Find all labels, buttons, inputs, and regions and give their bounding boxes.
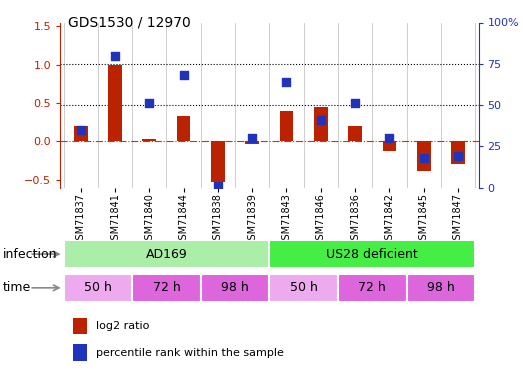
Text: 50 h: 50 h xyxy=(84,281,112,294)
Point xyxy=(248,135,256,141)
Point xyxy=(76,127,85,133)
Bar xyxy=(382,141,396,151)
Bar xyxy=(338,274,406,302)
Bar xyxy=(417,141,430,171)
Point xyxy=(351,100,359,106)
Text: infection: infection xyxy=(3,248,57,261)
Bar xyxy=(314,107,327,141)
Text: AD169: AD169 xyxy=(145,248,187,261)
Text: percentile rank within the sample: percentile rank within the sample xyxy=(96,348,283,358)
Bar xyxy=(73,318,87,334)
Point xyxy=(145,100,153,106)
Bar xyxy=(280,111,293,141)
Point xyxy=(385,135,394,141)
Bar xyxy=(269,240,475,268)
Bar xyxy=(64,274,132,302)
Bar xyxy=(269,274,338,302)
Text: GDS1530 / 12970: GDS1530 / 12970 xyxy=(68,15,191,29)
Bar xyxy=(142,139,156,141)
Text: log2 ratio: log2 ratio xyxy=(96,321,149,332)
Point xyxy=(111,53,119,58)
Text: 72 h: 72 h xyxy=(153,281,180,294)
Point xyxy=(214,183,222,189)
Bar xyxy=(348,126,362,141)
Point xyxy=(316,117,325,123)
Text: US28 deficient: US28 deficient xyxy=(326,248,418,261)
Bar xyxy=(201,274,269,302)
Bar xyxy=(245,141,259,144)
Bar xyxy=(406,274,475,302)
Text: 98 h: 98 h xyxy=(221,281,249,294)
Bar xyxy=(64,240,269,268)
Bar xyxy=(177,116,190,141)
Text: 98 h: 98 h xyxy=(427,281,454,294)
Point xyxy=(419,155,428,161)
Bar xyxy=(132,274,201,302)
Point xyxy=(454,153,462,159)
Text: 72 h: 72 h xyxy=(358,281,386,294)
Text: 50 h: 50 h xyxy=(290,281,317,294)
Bar xyxy=(74,126,87,141)
Point xyxy=(282,79,291,85)
Bar xyxy=(108,65,122,141)
Bar xyxy=(211,141,225,182)
Point xyxy=(179,72,188,78)
Bar xyxy=(73,344,87,361)
Bar xyxy=(451,141,465,165)
Text: time: time xyxy=(3,281,31,294)
